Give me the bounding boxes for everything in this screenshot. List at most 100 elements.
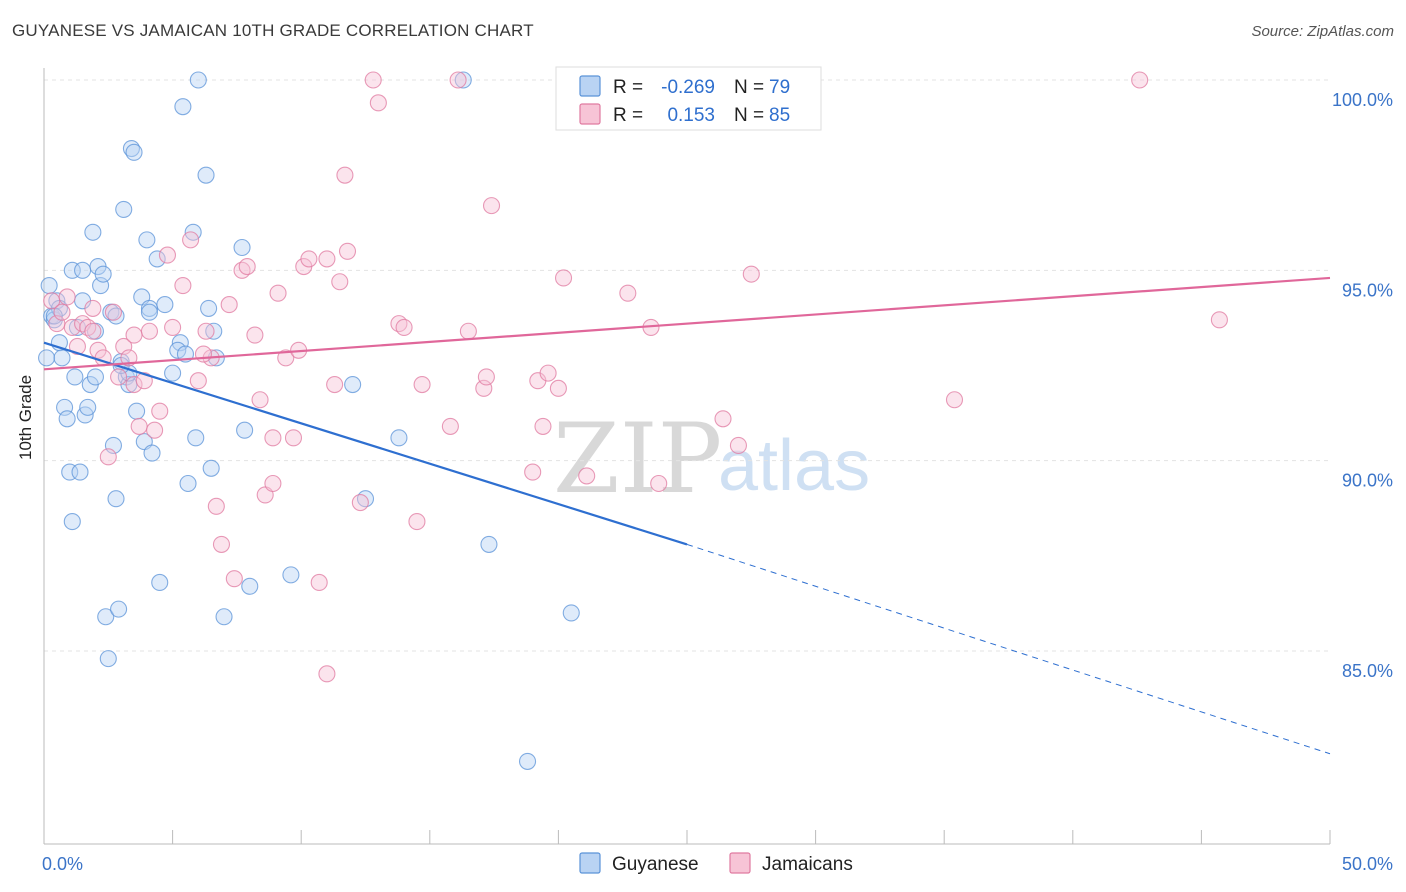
data-point-jamaicans bbox=[264, 474, 282, 493]
data-point-guyanese bbox=[40, 277, 58, 295]
data-point-jamaicans bbox=[110, 368, 128, 386]
data-point-jamaicans bbox=[336, 166, 354, 184]
data-point-jamaicans bbox=[619, 284, 637, 302]
data-point-jamaicans bbox=[1210, 311, 1228, 329]
watermark-zip: ZIP bbox=[553, 403, 722, 515]
data-point-jamaicans bbox=[251, 391, 269, 409]
data-point-guyanese bbox=[151, 573, 169, 592]
series-jamaicans bbox=[43, 71, 1228, 683]
data-point-jamaicans bbox=[578, 467, 596, 485]
data-point-guyanese bbox=[63, 261, 81, 279]
data-point-jamaicans bbox=[84, 299, 102, 317]
data-point-guyanese bbox=[148, 250, 166, 268]
data-point-guyanese bbox=[38, 349, 56, 367]
data-point-guyanese bbox=[236, 421, 254, 439]
data-point-guyanese bbox=[233, 238, 251, 257]
data-point-jamaicans bbox=[104, 303, 122, 321]
data-point-jamaicans bbox=[369, 94, 387, 112]
gridlines bbox=[44, 79, 1330, 652]
data-point-jamaicans bbox=[338, 242, 357, 260]
data-point-guyanese bbox=[61, 463, 79, 481]
data-point-jamaicans bbox=[459, 322, 477, 340]
data-point-jamaicans bbox=[140, 322, 159, 340]
trend-line-extension-guyanese bbox=[686, 543, 1331, 755]
data-point-jamaicans bbox=[395, 318, 413, 336]
chart-title: GUYANESE VS JAMAICAN 10TH GRADE CORRELAT… bbox=[12, 21, 534, 40]
data-point-jamaicans bbox=[364, 71, 382, 89]
data-point-jamaicans bbox=[331, 273, 349, 291]
data-point-jamaicans bbox=[164, 318, 182, 336]
data-point-jamaicans bbox=[945, 391, 964, 409]
data-point-guyanese bbox=[143, 444, 161, 462]
data-point-guyanese bbox=[138, 231, 156, 249]
data-point-guyanese bbox=[164, 364, 182, 382]
data-point-jamaicans bbox=[318, 665, 336, 683]
data-point-guyanese bbox=[86, 368, 104, 386]
data-point-guyanese bbox=[390, 429, 408, 447]
data-point-jamaicans bbox=[225, 570, 243, 588]
trend-line-guyanese bbox=[43, 341, 688, 546]
data-point-jamaicans bbox=[120, 349, 138, 367]
data-point-guyanese bbox=[53, 349, 71, 367]
x-tick-label: 0.0% bbox=[42, 854, 83, 874]
legend-n-label: N = bbox=[734, 77, 764, 98]
legend-swatch-jamaicans bbox=[579, 103, 601, 125]
data-point-jamaicans bbox=[53, 303, 71, 321]
bottom-legend-swatch-jamaicans bbox=[729, 852, 751, 874]
data-point-jamaicans bbox=[182, 231, 200, 249]
data-point-guyanese bbox=[63, 513, 81, 531]
data-point-guyanese bbox=[94, 265, 112, 283]
data-point-jamaicans bbox=[158, 246, 177, 264]
data-point-jamaicans bbox=[554, 269, 573, 287]
data-point-jamaicans bbox=[549, 379, 567, 397]
data-point-guyanese bbox=[187, 429, 205, 447]
data-point-jamaicans bbox=[714, 410, 732, 428]
data-point-jamaicans bbox=[441, 417, 459, 435]
data-point-jamaicans bbox=[449, 71, 467, 89]
legend-swatch-guyanese bbox=[579, 75, 601, 97]
axes: 85.0% 90.0% 95.0% 100.0% 0.0% 50.0% bbox=[42, 68, 1393, 874]
chart-source: Source: ZipAtlas.com bbox=[1251, 23, 1394, 40]
data-point-jamaicans bbox=[220, 296, 238, 314]
data-point-guyanese bbox=[215, 608, 233, 626]
data-point-jamaicans bbox=[58, 288, 76, 306]
data-point-jamaicans bbox=[125, 375, 143, 394]
data-point-jamaicans bbox=[277, 349, 295, 367]
data-point-jamaicans bbox=[310, 573, 328, 592]
data-point-guyanese bbox=[174, 98, 192, 116]
data-point-jamaicans bbox=[300, 250, 318, 268]
data-point-jamaicans bbox=[194, 345, 213, 363]
data-point-guyanese bbox=[99, 650, 117, 668]
data-point-jamaicans bbox=[264, 429, 282, 447]
data-point-guyanese bbox=[140, 303, 159, 321]
data-point-jamaicans bbox=[351, 493, 369, 512]
data-point-guyanese bbox=[562, 604, 580, 622]
series-guyanese bbox=[38, 71, 580, 770]
data-point-jamaicans bbox=[413, 375, 431, 394]
data-point-jamaicans bbox=[318, 250, 336, 268]
data-point-guyanese bbox=[107, 490, 125, 508]
data-point-guyanese bbox=[344, 375, 362, 394]
data-point-guyanese bbox=[74, 261, 92, 279]
data-point-guyanese bbox=[58, 410, 76, 428]
data-point-guyanese bbox=[241, 577, 259, 595]
data-point-guyanese bbox=[97, 608, 115, 626]
bottom-legend-label-guyanese: Guyanese bbox=[612, 854, 699, 875]
x-tick-label: 50.0% bbox=[1342, 854, 1393, 874]
data-point-guyanese bbox=[518, 752, 537, 770]
data-point-jamaicans bbox=[189, 372, 207, 390]
trend-lines bbox=[43, 276, 1331, 755]
data-point-jamaicans bbox=[130, 417, 148, 435]
data-point-jamaicans bbox=[284, 429, 303, 447]
legend-r-value: -0.269 bbox=[661, 77, 715, 98]
data-point-jamaicans bbox=[151, 402, 169, 420]
data-point-guyanese bbox=[197, 166, 215, 184]
legend-r-label: R = bbox=[613, 105, 643, 126]
data-point-guyanese bbox=[202, 459, 220, 477]
data-point-jamaicans bbox=[326, 375, 344, 394]
data-point-guyanese bbox=[115, 200, 133, 218]
legend-r-value: 0.153 bbox=[667, 105, 715, 126]
data-point-jamaicans bbox=[197, 322, 215, 340]
data-point-jamaicans bbox=[207, 497, 225, 515]
